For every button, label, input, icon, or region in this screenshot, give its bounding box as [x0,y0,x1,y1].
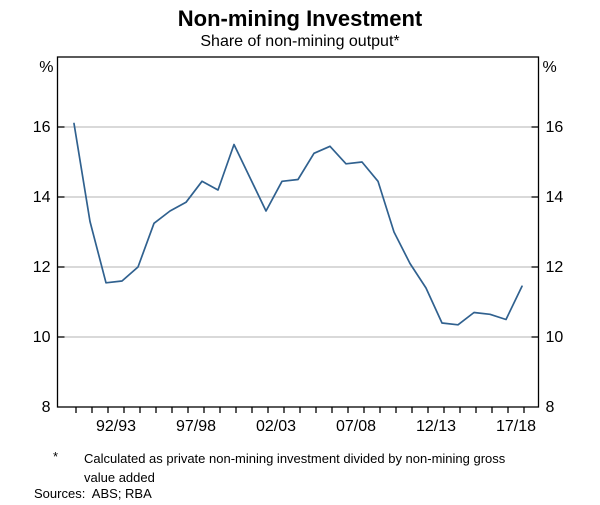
y-axis-unit-left: % [39,59,53,76]
chart-title: Non-mining Investment [177,6,423,31]
y-axis-label-right: 14 [546,189,564,206]
y-axis-label-right: 8 [546,399,555,416]
y-axis-label-right: 12 [546,259,564,276]
x-axis-label: 12/13 [416,418,456,435]
y-axis-label-left: 10 [33,329,51,346]
y-axis-label-left: 14 [33,189,51,206]
y-axis-label-left: 12 [33,259,51,276]
y-axis-label-left: 8 [42,399,51,416]
plot-border [56,56,540,408]
chart-subtitle: Share of non-mining output* [200,33,400,50]
x-axis-label: 92/93 [96,418,136,435]
footnote-text: Calculated as private non-mining investm… [84,451,506,485]
y-axis-unit-right: % [543,59,557,76]
y-axis-label-left: 16 [33,119,51,136]
data-line-nonmining-investment [73,122,523,326]
sources-note: Sources: ABS; RBA [34,486,152,501]
footnote-marker: * [53,449,59,464]
y-axis-label-right: 16 [546,119,564,136]
x-axis-label: 17/18 [496,418,536,435]
x-axis-label: 02/03 [256,418,296,435]
x-axis-label: 97/98 [176,418,216,435]
y-axis-label-right: 10 [546,329,564,346]
x-axis-label: 07/08 [336,418,376,435]
